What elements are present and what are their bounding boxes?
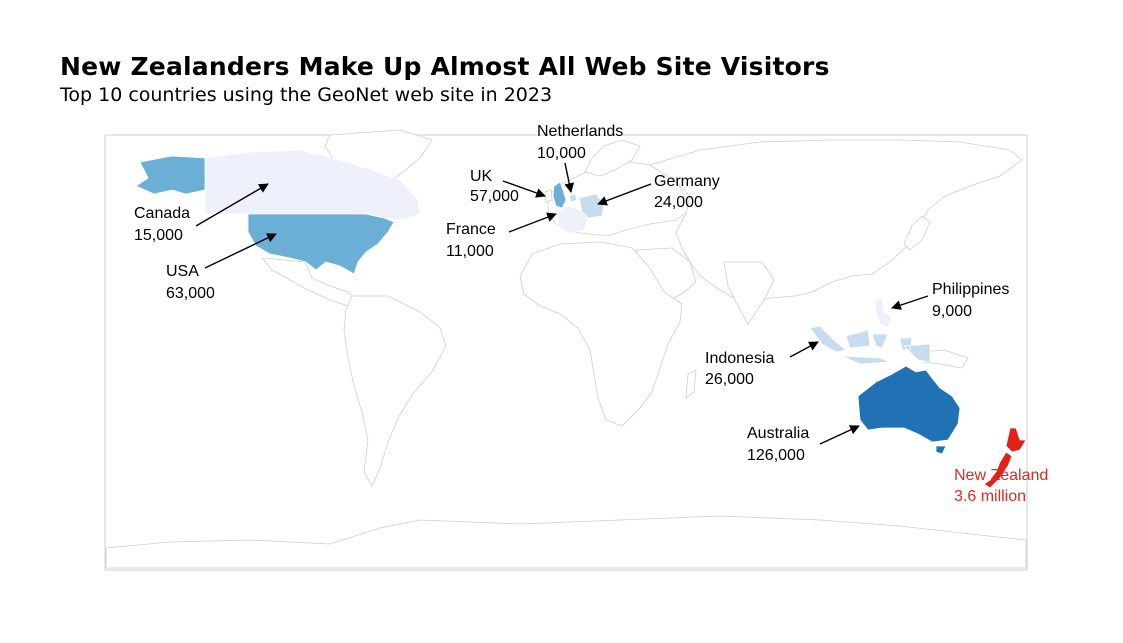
label-uk-name: UK xyxy=(470,168,493,185)
country-france[interactable] xyxy=(555,205,589,235)
land-madagascar xyxy=(685,369,697,399)
country-usa[interactable] xyxy=(247,213,395,275)
label-canada-name: Canada xyxy=(134,205,190,222)
country-indonesia[interactable] xyxy=(809,325,931,365)
label-netherlands-name: Netherlands xyxy=(537,123,623,140)
arrow-canada xyxy=(195,183,269,227)
label-canada-value: 15,000 xyxy=(134,227,183,244)
country-uk[interactable] xyxy=(552,181,567,209)
label-france-value: 11,000 xyxy=(446,243,494,260)
country-canada[interactable] xyxy=(204,149,421,221)
label-australia-value: 126,000 xyxy=(747,447,805,464)
label-usa-name: USA xyxy=(166,263,199,280)
land-papua xyxy=(917,349,969,369)
country-netherlands[interactable] xyxy=(568,193,578,203)
label-new-zealand-value: 3.6 million xyxy=(954,488,1026,505)
label-indonesia-value: 26,000 xyxy=(705,371,754,388)
country-ireland xyxy=(544,189,553,203)
map-subtitle: Top 10 countries using the GeoNet web si… xyxy=(60,84,553,106)
label-usa-value: 63,000 xyxy=(166,285,215,302)
label-germany-name: Germany xyxy=(654,173,720,190)
land-asia xyxy=(649,139,1023,305)
land-africa xyxy=(519,241,683,427)
label-philippines-name: Philippines xyxy=(932,281,1009,298)
label-indonesia-name: Indonesia xyxy=(705,350,774,367)
land-scandinavia xyxy=(584,139,641,177)
arrow-australia xyxy=(819,425,860,445)
land-south-america xyxy=(343,295,447,487)
land-india xyxy=(723,261,775,325)
label-philippines-value: 9,000 xyxy=(932,303,972,320)
label-france-name: France xyxy=(446,221,496,238)
country-australia[interactable] xyxy=(857,365,961,455)
label-germany-value: 24,000 xyxy=(654,194,703,211)
label-australia-name: Australia xyxy=(747,425,809,442)
arrow-netherlands xyxy=(564,162,575,193)
label-netherlands-value: 10,000 xyxy=(537,145,586,162)
arrow-indonesia xyxy=(789,341,819,358)
land-antarctica xyxy=(105,515,1027,569)
arrow-philippines xyxy=(891,295,929,310)
land-japan xyxy=(903,215,931,251)
country-new-zealand[interactable] xyxy=(983,427,1027,489)
arrow-uk xyxy=(502,180,546,198)
arrow-usa xyxy=(204,233,277,269)
country-philippines[interactable] xyxy=(874,297,893,329)
map-frame xyxy=(104,134,1028,571)
label-new-zealand-name: New Zealand xyxy=(954,467,1048,484)
country-usa-alaska[interactable] xyxy=(135,155,206,195)
arrow-france xyxy=(508,212,557,233)
map-title: New Zealanders Make Up Almost All Web Si… xyxy=(60,52,830,81)
label-uk-value: 57,000 xyxy=(470,188,519,205)
arrow-germany xyxy=(597,183,652,206)
